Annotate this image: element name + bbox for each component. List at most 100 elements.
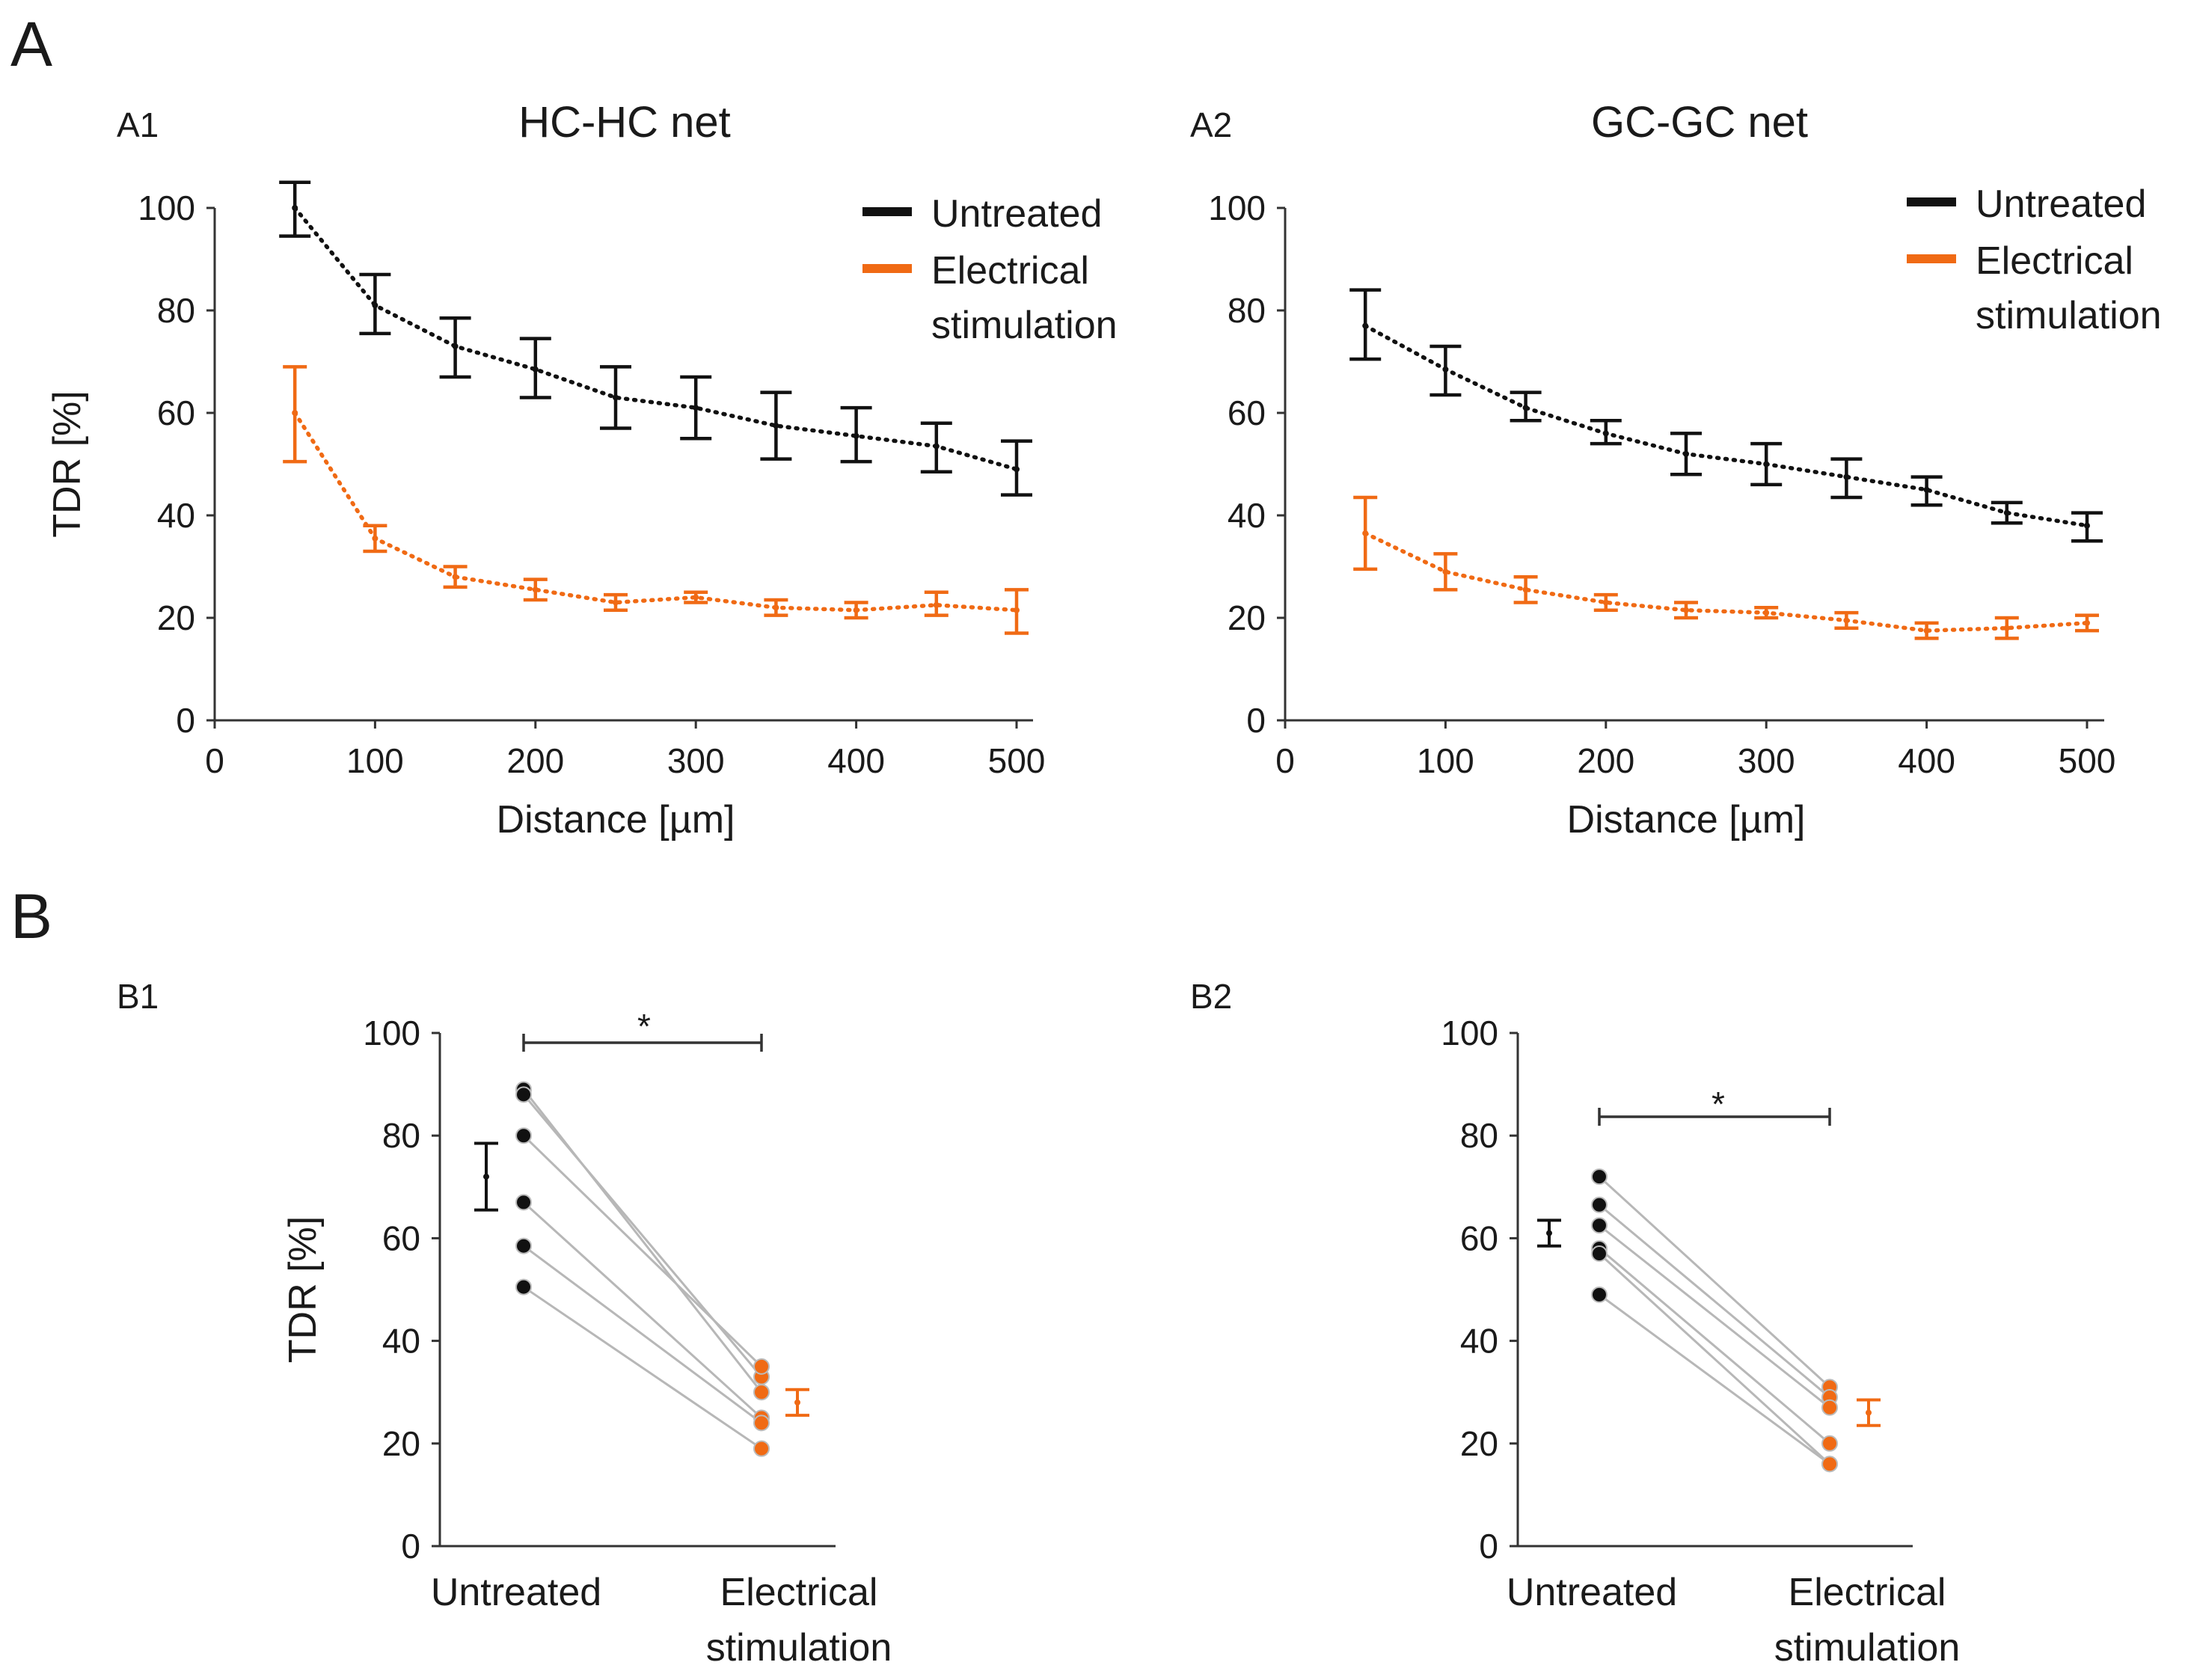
panel-label-B: B bbox=[10, 881, 52, 951]
data-point-untreated bbox=[1522, 405, 1529, 411]
chart-title: GC-GC net bbox=[1591, 98, 1808, 147]
x-tick-label: 400 bbox=[827, 741, 885, 780]
paired-link bbox=[1599, 1247, 1830, 1444]
data-point-stimulated bbox=[1821, 1435, 1838, 1452]
panel-label-A: A bbox=[10, 9, 52, 79]
data-point-stimulated bbox=[1923, 628, 1930, 634]
data-point-stimulated bbox=[372, 535, 379, 542]
data-point-stimulated bbox=[1821, 1399, 1838, 1416]
paired-link bbox=[522, 1201, 763, 1419]
legend-A2: Untreated Electrical stimulation bbox=[1907, 183, 2162, 337]
x-axis-label: Distance [µm] bbox=[497, 798, 735, 841]
x-tick-label: 400 bbox=[1898, 741, 1955, 780]
y-tick-label: 80 bbox=[157, 291, 195, 330]
data-point-untreated bbox=[933, 443, 940, 450]
legend-label-stimulated: Electrical bbox=[931, 249, 1089, 292]
panel-label-B1: B1 bbox=[117, 977, 159, 1016]
x-tick-label: 0 bbox=[205, 741, 224, 780]
x-category-label: stimulation bbox=[706, 1626, 892, 1670]
data-point-stimulated bbox=[693, 594, 699, 601]
data-point-stimulated bbox=[452, 574, 459, 580]
y-tick-label: 100 bbox=[1208, 188, 1266, 227]
data-point-untreated bbox=[1923, 486, 1930, 493]
paired-link bbox=[522, 1088, 763, 1394]
data-point-untreated bbox=[515, 1194, 532, 1211]
data-point-stimulated bbox=[853, 607, 859, 613]
paired-link bbox=[523, 1286, 762, 1450]
data-point-untreated bbox=[292, 205, 298, 211]
chart-B1-paired-tdr: 0 20 40 60 80 100 TDR [%] Untreated Electrical st… bbox=[281, 1014, 892, 1670]
data-point-untreated bbox=[1591, 1196, 1608, 1213]
data-point-untreated bbox=[515, 1278, 532, 1296]
legend-swatch-untreated bbox=[1907, 197, 1956, 206]
data-point-untreated bbox=[773, 423, 779, 429]
y-tick-label: 60 bbox=[157, 393, 195, 432]
legend-label-stimulated: Electrical bbox=[1976, 239, 2133, 283]
legend-label-stimulated-2: stimulation bbox=[931, 304, 1118, 347]
data-point-untreated bbox=[1683, 450, 1689, 457]
y-axis-label: TDR [%] bbox=[46, 390, 89, 537]
significance-star-B2: * bbox=[1712, 1085, 1725, 1123]
x-tick-label: 200 bbox=[1577, 741, 1634, 780]
paired-link bbox=[1599, 1293, 1830, 1465]
data-point-untreated bbox=[1591, 1217, 1608, 1234]
data-point-untreated bbox=[2084, 522, 2090, 529]
data-point-stimulated bbox=[753, 1384, 770, 1401]
y-axis-label: TDR [%] bbox=[281, 1216, 325, 1363]
summary-mean-untreated bbox=[483, 1174, 489, 1180]
data-point-stimulated bbox=[1602, 599, 1609, 606]
data-point-stimulated bbox=[753, 1358, 770, 1375]
x-tick-label: 100 bbox=[346, 741, 404, 780]
data-point-stimulated bbox=[1442, 568, 1449, 575]
data-point-untreated bbox=[853, 432, 859, 439]
panel-label-B2: B2 bbox=[1190, 977, 1232, 1016]
chart-B2-paired-tdr: 0 20 40 60 80 100 Untreated Electrical stimulati… bbox=[1441, 1014, 1960, 1670]
data-point-stimulated bbox=[1362, 530, 1369, 536]
y-tick-label: 100 bbox=[363, 1014, 420, 1052]
panel-label-A2: A2 bbox=[1190, 105, 1232, 144]
y-tick-label: 80 bbox=[1460, 1116, 1498, 1155]
y-tick-label: 80 bbox=[382, 1116, 420, 1155]
legend-swatch-stimulated bbox=[862, 264, 912, 273]
data-point-stimulated bbox=[532, 586, 539, 593]
y-tick-label: 100 bbox=[1441, 1014, 1498, 1052]
data-point-untreated bbox=[515, 1127, 532, 1144]
legend-swatch-untreated bbox=[862, 207, 912, 216]
x-tick-label: 100 bbox=[1417, 741, 1474, 780]
series-line-untreated bbox=[1363, 323, 2089, 528]
y-tick-label: 0 bbox=[1246, 701, 1266, 740]
x-tick-label: 300 bbox=[667, 741, 725, 780]
data-point-untreated bbox=[1362, 322, 1369, 329]
series-line-untreated bbox=[292, 206, 1019, 472]
data-point-stimulated bbox=[292, 410, 298, 416]
data-point-stimulated bbox=[1522, 586, 1529, 593]
data-point-untreated bbox=[1602, 430, 1609, 437]
x-category-label: stimulation bbox=[1774, 1626, 1961, 1670]
data-point-untreated bbox=[515, 1237, 532, 1254]
y-tick-label: 40 bbox=[157, 496, 195, 535]
y-tick-label: 0 bbox=[401, 1527, 420, 1566]
y-tick-label: 0 bbox=[1479, 1527, 1498, 1566]
data-point-untreated bbox=[452, 343, 459, 349]
data-point-untreated bbox=[1591, 1245, 1608, 1262]
data-point-untreated bbox=[1763, 461, 1770, 467]
data-point-untreated bbox=[1591, 1286, 1608, 1303]
data-point-stimulated bbox=[613, 599, 619, 606]
x-tick-label: 200 bbox=[506, 741, 564, 780]
data-point-untreated bbox=[1442, 366, 1449, 373]
legend-label-untreated: Untreated bbox=[1976, 183, 2146, 226]
paired-link bbox=[1598, 1252, 1831, 1465]
data-point-stimulated bbox=[2003, 625, 2010, 631]
data-point-untreated bbox=[1591, 1168, 1608, 1186]
legend-swatch-stimulated bbox=[1907, 254, 1956, 263]
data-point-untreated bbox=[532, 366, 539, 373]
paired-link bbox=[1599, 1224, 1830, 1408]
x-tick-label: 300 bbox=[1738, 741, 1795, 780]
series-line-stimulated bbox=[292, 411, 1019, 613]
y-tick-label: 0 bbox=[176, 701, 195, 740]
x-axis-label: Distance [µm] bbox=[1567, 798, 1806, 841]
summary-mean-untreated bbox=[1546, 1230, 1552, 1236]
x-tick-label: 500 bbox=[2059, 741, 2116, 780]
y-tick-label: 100 bbox=[138, 188, 195, 227]
data-point-stimulated bbox=[933, 601, 940, 608]
